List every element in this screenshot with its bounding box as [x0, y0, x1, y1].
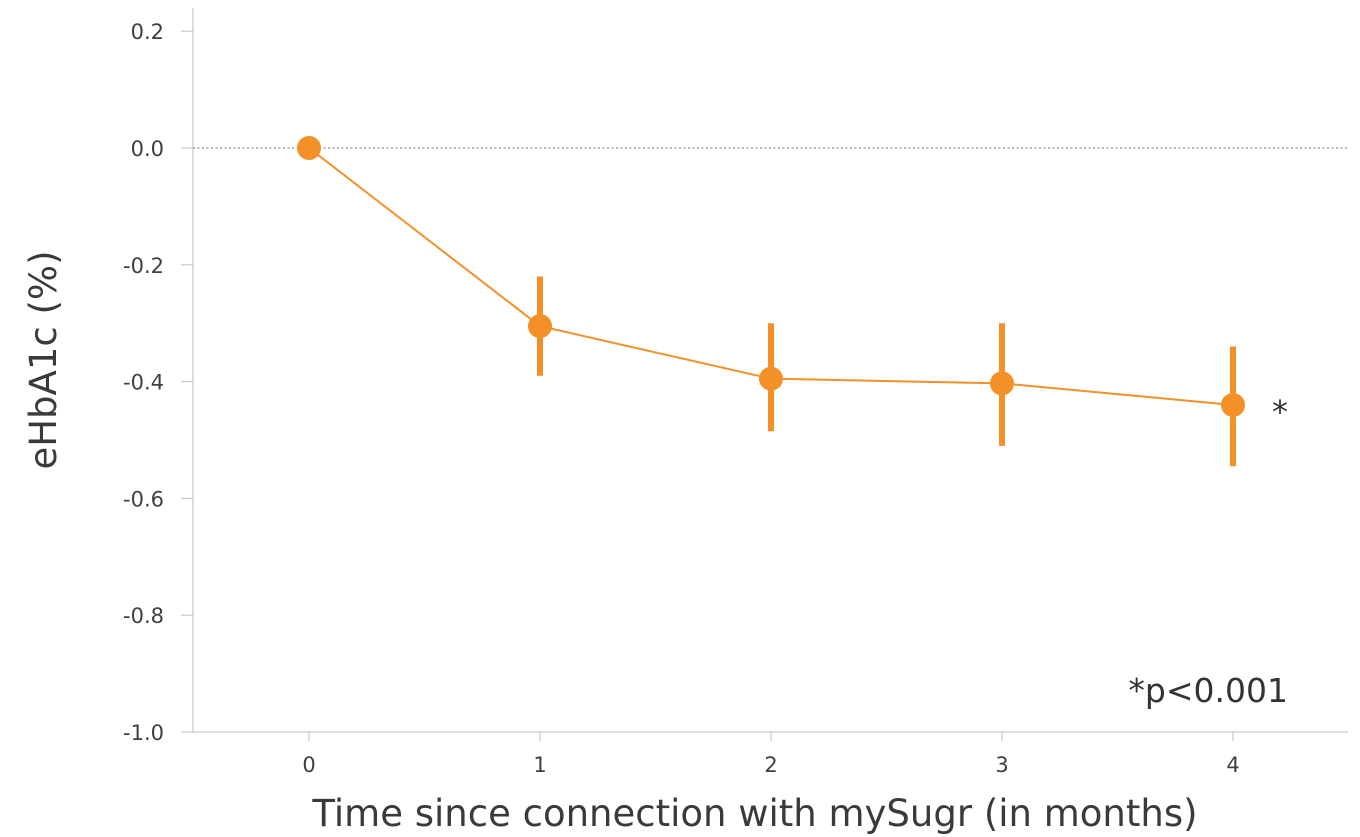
- x-axis-title: Time since connection with mySugr (in mo…: [311, 792, 1197, 835]
- x-tick-label: 0: [302, 753, 315, 777]
- x-tick-label: 1: [533, 753, 546, 777]
- significance-star: *: [1272, 393, 1288, 431]
- y-tick-label: -1.0: [123, 721, 164, 745]
- data-point: [297, 136, 321, 160]
- y-axis-title: eHbA1c (%): [22, 250, 65, 469]
- y-tick-label: -0.2: [123, 254, 164, 278]
- x-tick-label: 4: [1226, 753, 1239, 777]
- y-tick-label: -0.6: [123, 487, 164, 511]
- y-tick-label: 0.0: [131, 137, 164, 161]
- data-point: [528, 314, 552, 339]
- y-tick-label: 0.2: [131, 20, 164, 44]
- x-tick-label: 3: [995, 753, 1008, 777]
- p-value-note: *p<0.001: [1128, 671, 1288, 710]
- x-ticks: 0 1 2 3 4: [302, 732, 1240, 777]
- data-point: [759, 366, 783, 391]
- data-point: [990, 371, 1014, 396]
- y-tick-label: -0.8: [123, 604, 164, 628]
- series: [297, 136, 1245, 467]
- y-tick-label: -0.4: [123, 371, 164, 395]
- data-point: [1221, 392, 1245, 417]
- y-ticks: 0.2 0.0 -0.2 -0.4 -0.6 -0.8 -1.0: [123, 20, 193, 745]
- x-tick-label: 2: [764, 753, 777, 777]
